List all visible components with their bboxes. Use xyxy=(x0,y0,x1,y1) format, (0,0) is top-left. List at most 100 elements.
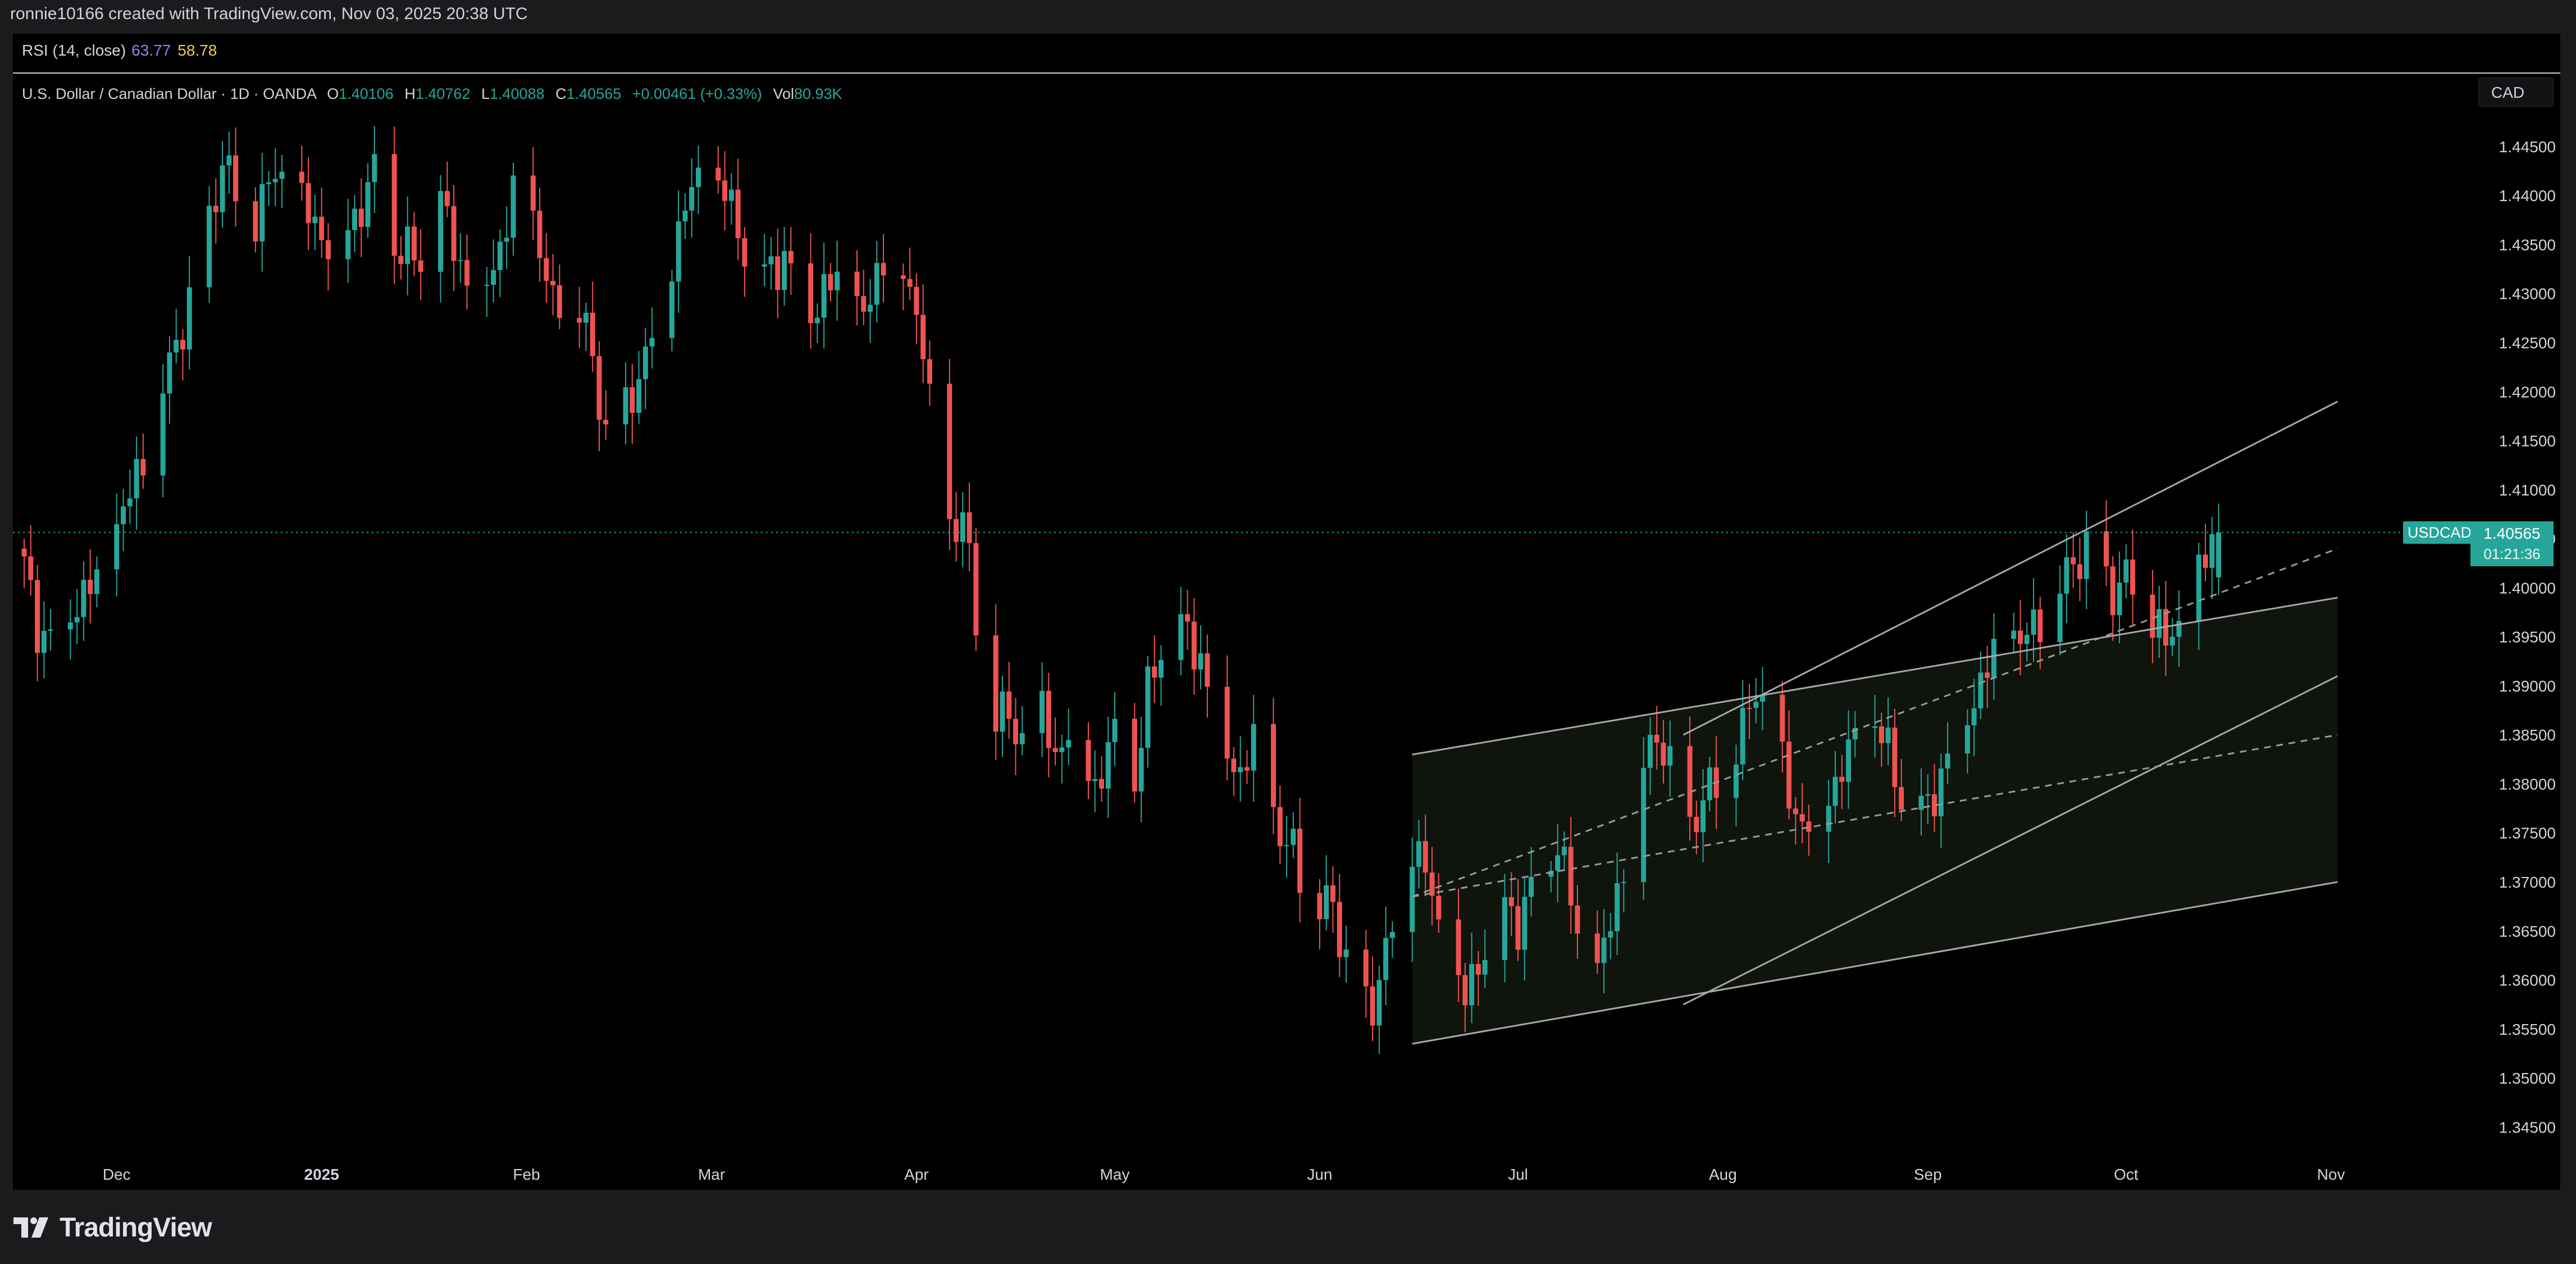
tradingview-brand[interactable]: TradingView xyxy=(13,1208,212,1247)
candle-body xyxy=(742,238,747,267)
candle-body xyxy=(1337,902,1342,957)
x-tick-label: Oct xyxy=(2114,1166,2139,1183)
candle-body xyxy=(596,356,602,420)
candle-body xyxy=(1224,686,1230,759)
candle-body xyxy=(900,275,906,279)
currency-selector[interactable]: CAD xyxy=(2478,78,2554,107)
candle-body xyxy=(828,274,833,290)
candle-body xyxy=(1925,794,1931,796)
symbol-name: U.S. Dollar / Canadian Dollar · 1D · OAN… xyxy=(22,85,316,102)
candle-body xyxy=(358,208,364,227)
last-price-value: 1.40565 xyxy=(2483,524,2541,542)
candle-body xyxy=(1330,885,1335,902)
candle-body xyxy=(768,256,774,265)
candle-body xyxy=(1615,883,1620,931)
x-tick-label: 2025 xyxy=(304,1166,339,1183)
candle-body xyxy=(1971,708,1977,726)
y-tick-label: 1.43000 xyxy=(2499,285,2556,303)
open-value: 1.40106 xyxy=(339,85,394,102)
candle-body xyxy=(544,258,549,281)
candle-body xyxy=(1185,614,1191,622)
volume-label: Vol xyxy=(773,85,794,102)
candle-body xyxy=(140,459,146,476)
candle-body xyxy=(954,519,959,542)
candle-body xyxy=(1370,986,1375,1026)
x-tick-label: Jun xyxy=(1307,1166,1332,1183)
candle-body xyxy=(1389,931,1395,938)
candle-body xyxy=(1608,931,1613,938)
candle-body xyxy=(1291,829,1296,845)
candle-body xyxy=(306,183,311,224)
channel-lower-trendline[interactable] xyxy=(1412,881,2338,1045)
candle-body xyxy=(21,548,27,557)
candle-body xyxy=(88,580,93,594)
dashed-trendline-lower[interactable] xyxy=(1412,734,2338,898)
y-tick-label: 1.42000 xyxy=(2499,383,2556,401)
candle-body xyxy=(1899,786,1904,810)
candle-body xyxy=(2209,534,2215,568)
candle-body xyxy=(1132,719,1137,792)
x-tick-label: Nov xyxy=(2317,1166,2345,1183)
candle-body xyxy=(411,226,417,261)
candle-body xyxy=(1092,779,1098,781)
y-tick-label: 1.43500 xyxy=(2499,236,2556,253)
candle-body xyxy=(1938,769,1944,817)
rising-support-trendline[interactable] xyxy=(1683,675,2338,1006)
candle-body xyxy=(689,187,695,211)
candle-body xyxy=(1985,672,1990,678)
candle-body xyxy=(835,271,840,290)
candle-body xyxy=(510,175,516,238)
candle-body xyxy=(2071,557,2076,565)
candle-body xyxy=(1205,653,1210,687)
candle-body xyxy=(2216,532,2222,578)
candle-body xyxy=(1568,847,1574,906)
candle-body xyxy=(630,387,635,413)
dashed-trendline-upper[interactable] xyxy=(1412,548,2338,898)
candle-body xyxy=(1661,742,1666,766)
candle-body xyxy=(1152,666,1157,678)
candle-body xyxy=(1707,767,1712,801)
candle-body xyxy=(1839,776,1845,782)
price-chart[interactable]: 1.44500 1.44000 1.43500 1.43000 1.42500 1.420… xyxy=(13,34,2560,1190)
candle-body xyxy=(464,260,470,286)
chart-pane[interactable]: 1.44500 1.44000 1.43500 1.43000 1.42500 1.420… xyxy=(13,34,2560,1190)
candle-body xyxy=(735,189,741,238)
candle-body xyxy=(2196,554,2201,621)
x-tick-label: Mar xyxy=(698,1166,725,1183)
candle-body xyxy=(728,189,734,201)
candle-body xyxy=(213,206,218,212)
candle-body xyxy=(1740,707,1745,765)
candle-body xyxy=(1733,764,1739,798)
candle-body xyxy=(868,304,873,312)
channel-upper-trendline[interactable] xyxy=(1683,401,2338,736)
candle-body xyxy=(2156,609,2162,638)
candle-body xyxy=(319,216,325,240)
candle-body xyxy=(1000,691,1005,732)
candle-body xyxy=(1601,937,1607,963)
candle-body xyxy=(1475,964,1481,975)
candle-body xyxy=(352,208,357,230)
candle-body xyxy=(966,512,972,543)
candle-body xyxy=(2104,531,2109,567)
candle-body xyxy=(167,352,172,394)
candle-body xyxy=(530,175,536,211)
candle-body xyxy=(180,339,185,350)
candle-body xyxy=(94,569,99,594)
low-label: L xyxy=(481,85,490,102)
candle-body xyxy=(1964,725,1970,754)
candle-body xyxy=(1383,938,1389,980)
candle-body xyxy=(1039,690,1045,734)
candle-body xyxy=(1780,694,1785,742)
candle-body xyxy=(1284,845,1289,847)
x-tick-label: Feb xyxy=(513,1166,540,1183)
close-value: 1.40565 xyxy=(566,85,622,102)
candle-body xyxy=(1436,895,1442,920)
ohlc-legend: U.S. Dollar / Canadian Dollar · 1D · OAN… xyxy=(22,85,842,103)
candle-body xyxy=(266,182,271,184)
open-label: O xyxy=(327,85,339,102)
candle-body xyxy=(279,171,285,179)
candle-body xyxy=(2110,566,2115,616)
candle-body xyxy=(1529,876,1534,897)
candle-body xyxy=(2024,635,2030,644)
channel-middle-trendline[interactable] xyxy=(1412,597,2338,756)
